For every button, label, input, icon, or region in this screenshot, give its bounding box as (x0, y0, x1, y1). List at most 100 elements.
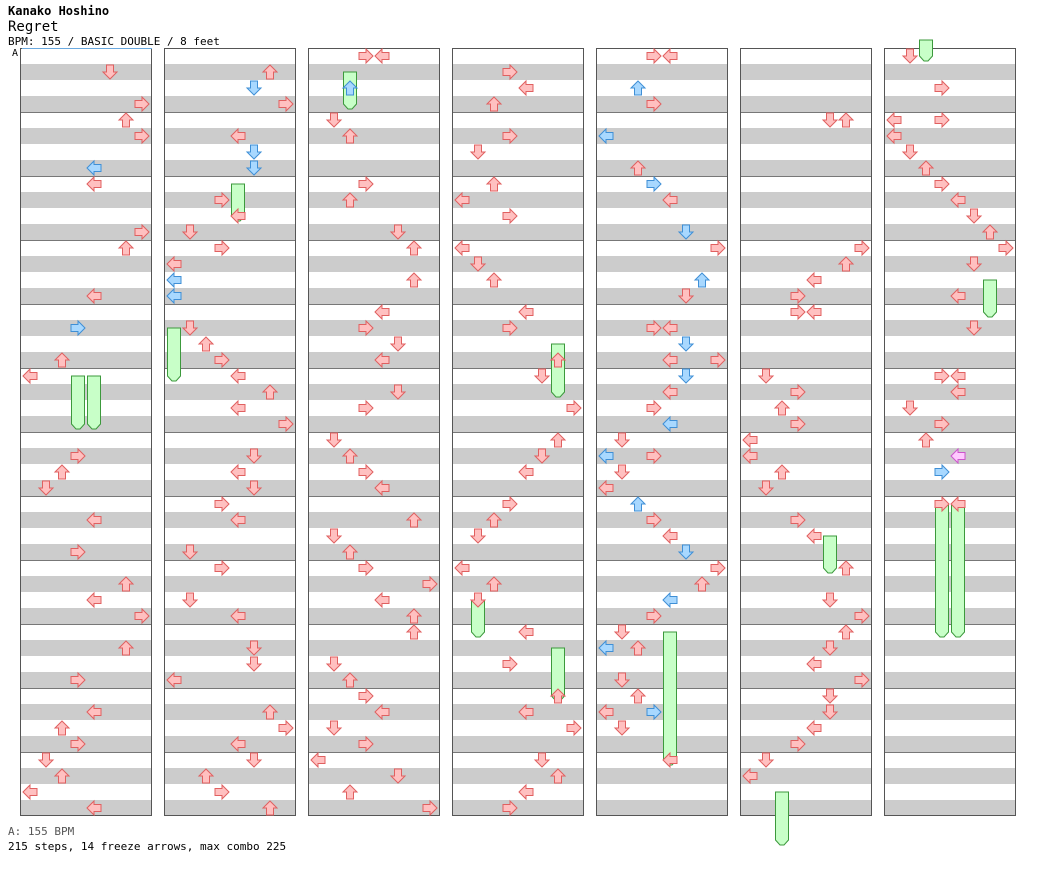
step-arrow (518, 79, 534, 97)
beat-stripe (452, 320, 584, 336)
beat-stripe (452, 448, 584, 464)
step-arrow (917, 432, 935, 448)
step-arrow (790, 415, 806, 433)
step-arrow (965, 320, 983, 336)
step-arrow (214, 351, 230, 369)
step-arrow (325, 432, 343, 448)
step-arrow (86, 159, 102, 177)
step-arrow (278, 719, 294, 737)
step-arrow (261, 64, 279, 80)
step-arrow (22, 367, 38, 385)
step-arrow (86, 287, 102, 305)
beat-stripe (308, 320, 440, 336)
beat-stripe (596, 544, 728, 560)
step-arrow (358, 47, 374, 65)
beat-stripe (164, 192, 296, 208)
step-arrow (806, 527, 822, 545)
step-arrow (710, 559, 726, 577)
beat-stripe (884, 480, 1016, 496)
step-arrow (101, 64, 119, 80)
step-arrow (261, 704, 279, 720)
step-arrow (230, 207, 246, 225)
beat-stripe (740, 416, 872, 432)
beat-stripe (164, 384, 296, 400)
beat-stripe (20, 160, 152, 176)
step-arrow (965, 208, 983, 224)
beat-stripe (596, 384, 728, 400)
step-arrow (502, 127, 518, 145)
beat-stripe (164, 544, 296, 560)
step-arrow (374, 47, 390, 65)
step-arrow (374, 703, 390, 721)
step-arrow (934, 111, 950, 129)
step-arrow (549, 688, 567, 704)
step-arrow (245, 480, 263, 496)
beat-stripe (452, 736, 584, 752)
step-arrow (773, 464, 791, 480)
step-arrow (181, 592, 199, 608)
step-arrow (662, 383, 678, 401)
step-arrow (358, 319, 374, 337)
step-arrow (950, 447, 966, 465)
step-arrow (662, 415, 678, 433)
step-arrow (518, 463, 534, 481)
freeze-arrow (87, 375, 101, 430)
step-arrow (821, 688, 839, 704)
beat-stripe (596, 224, 728, 240)
beat-stripe (884, 704, 1016, 720)
step-arrow (230, 127, 246, 145)
beat-stripe (740, 736, 872, 752)
step-arrow (70, 447, 86, 465)
step-arrow (806, 719, 822, 737)
step-arrow (389, 768, 407, 784)
step-arrow (405, 272, 423, 288)
step-arrow (86, 591, 102, 609)
beat-stripe (884, 736, 1016, 752)
step-arrow (598, 703, 614, 721)
beat-stripe (740, 768, 872, 784)
step-arrow (214, 495, 230, 513)
beat-stripe (596, 512, 728, 528)
beat-stripe (740, 160, 872, 176)
step-arrow (405, 608, 423, 624)
beat-stripe (884, 544, 1016, 560)
beat-stripe (596, 96, 728, 112)
step-arrow (341, 192, 359, 208)
beat-stripe (20, 448, 152, 464)
step-arrow (998, 239, 1014, 257)
beat-stripe (884, 256, 1016, 272)
step-arrow (422, 799, 438, 817)
beat-stripe (452, 800, 584, 816)
beat-stripe (20, 608, 152, 624)
step-arrow (934, 175, 950, 193)
step-arrow (53, 720, 71, 736)
chart-column-border (884, 48, 1016, 816)
beat-stripe (20, 96, 152, 112)
bpm-legend: A: 155 BPM (8, 825, 75, 838)
beat-stripe (308, 160, 440, 176)
step-arrow (358, 175, 374, 193)
step-arrow (662, 319, 678, 337)
beat-stripe (308, 224, 440, 240)
step-arrow (613, 464, 631, 480)
beat-stripe (596, 256, 728, 272)
step-arrow (166, 271, 182, 289)
beat-stripe (20, 480, 152, 496)
step-arrow (454, 191, 470, 209)
step-arrow (806, 271, 822, 289)
beat-stripe (452, 480, 584, 496)
beat-stripe (164, 608, 296, 624)
beat-stripe (20, 512, 152, 528)
step-arrow (533, 448, 551, 464)
freeze-arrow (823, 535, 837, 574)
beat-stripe (740, 608, 872, 624)
step-arrow (341, 448, 359, 464)
step-arrow (901, 48, 919, 64)
step-arrow (677, 544, 695, 560)
beat-stripe (740, 544, 872, 560)
step-arrow (917, 160, 935, 176)
beat-stripe (20, 544, 152, 560)
step-arrow (629, 496, 647, 512)
beat-stripe (164, 352, 296, 368)
step-arrow (837, 624, 855, 640)
